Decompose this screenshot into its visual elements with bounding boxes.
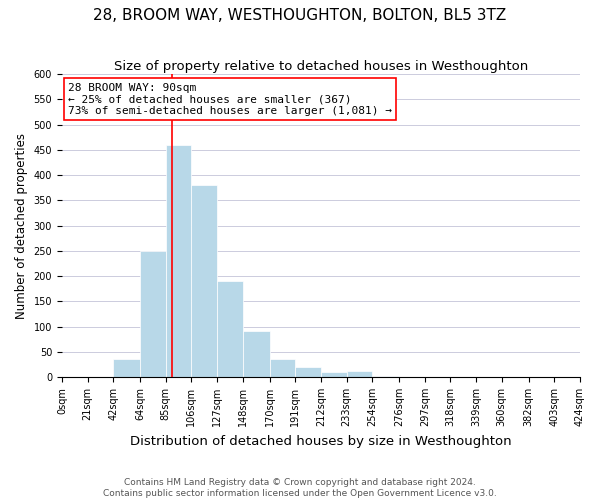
X-axis label: Distribution of detached houses by size in Westhoughton: Distribution of detached houses by size …	[130, 434, 512, 448]
Bar	[113, 360, 140, 377]
Bar	[269, 360, 295, 377]
Text: Contains HM Land Registry data © Crown copyright and database right 2024.
Contai: Contains HM Land Registry data © Crown c…	[103, 478, 497, 498]
Bar	[140, 251, 166, 377]
Title: Size of property relative to detached houses in Westhoughton: Size of property relative to detached ho…	[114, 60, 528, 73]
Bar	[295, 367, 321, 377]
Bar	[191, 185, 217, 377]
Bar	[166, 145, 191, 377]
Bar	[243, 330, 269, 377]
Y-axis label: Number of detached properties: Number of detached properties	[15, 132, 28, 318]
Text: 28 BROOM WAY: 90sqm
← 25% of detached houses are smaller (367)
73% of semi-detac: 28 BROOM WAY: 90sqm ← 25% of detached ho…	[68, 82, 392, 116]
Bar	[321, 372, 347, 377]
Bar	[217, 281, 243, 377]
Text: 28, BROOM WAY, WESTHOUGHTON, BOLTON, BL5 3TZ: 28, BROOM WAY, WESTHOUGHTON, BOLTON, BL5…	[94, 8, 506, 22]
Bar	[372, 376, 399, 377]
Bar	[347, 370, 372, 377]
